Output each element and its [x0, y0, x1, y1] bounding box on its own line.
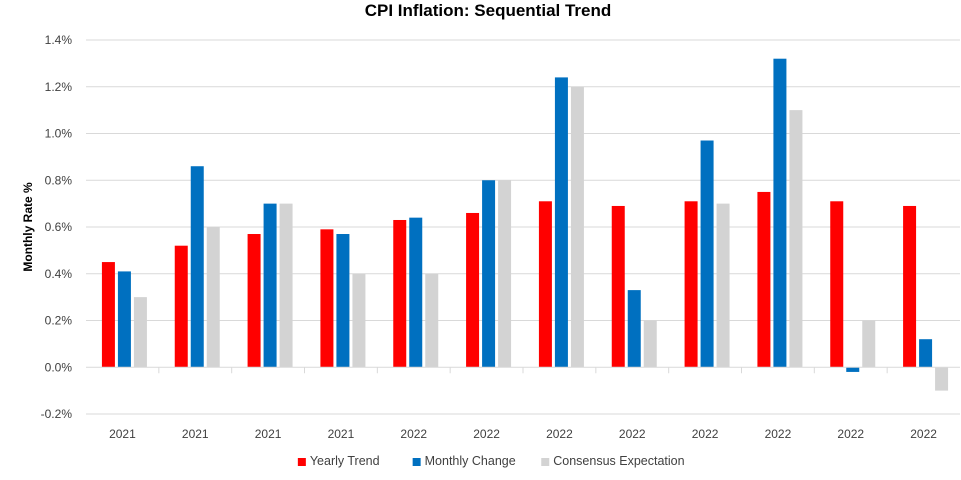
x-tick-label: 2021: [182, 427, 209, 441]
bar-consensus-expectation: [279, 203, 293, 368]
bar-consensus-expectation: [206, 227, 220, 368]
y-tick-label: 1.0%: [45, 127, 73, 141]
x-axis-ticks: 2021 2021 2021 2021 2022 2022 2022 2022 2022 2022…: [109, 427, 937, 441]
x-tick-label: 2022: [546, 427, 573, 441]
x-axis: [86, 366, 960, 374]
bar-monthly-change: [263, 203, 277, 368]
bar-yearly-trend: [757, 191, 771, 368]
chart-title: CPI Inflation: Sequential Trend: [365, 1, 612, 20]
bar-yearly-trend: [684, 201, 698, 368]
bar-monthly-change: [554, 77, 568, 368]
x-tick-label: 2022: [692, 427, 719, 441]
bar-monthly-change: [190, 166, 204, 368]
bar-monthly-change: [409, 217, 423, 368]
y-tick-label: 0.6%: [45, 220, 73, 234]
bars: [101, 58, 949, 391]
x-tick-label: 2021: [328, 427, 355, 441]
bar-consensus-expectation: [133, 297, 147, 368]
x-tick-label: 2022: [473, 427, 500, 441]
y-axis-ticks: -0.2% 0.0% 0.2% 0.4% 0.6% 0.8% 1.0% 1.2% 1.4%: [41, 33, 73, 421]
bar-yearly-trend: [320, 229, 334, 368]
legend-label-consensus-expectation: Consensus Expectation: [553, 454, 684, 468]
bar-yearly-trend: [393, 219, 407, 368]
bar-consensus-expectation: [498, 180, 512, 368]
bar-yearly-trend: [466, 212, 480, 368]
y-tick-label: 1.2%: [45, 80, 73, 94]
y-tick-label: 0.0%: [45, 360, 73, 374]
y-tick-label: -0.2%: [41, 407, 73, 421]
bar-monthly-change: [336, 234, 350, 368]
y-tick-label: 0.4%: [45, 267, 73, 281]
y-axis-label: Monthly Rate %: [21, 182, 35, 272]
bar-yearly-trend: [903, 205, 917, 368]
bar-consensus-expectation: [789, 110, 803, 368]
bar-consensus-expectation: [570, 86, 584, 368]
x-tick-label: 2022: [910, 427, 937, 441]
bar-yearly-trend: [174, 245, 188, 368]
y-tick-label: 1.4%: [45, 33, 73, 47]
bar-consensus-expectation: [935, 367, 949, 391]
bar-yearly-trend: [830, 201, 844, 368]
legend-swatch-yearly-trend: [297, 458, 306, 466]
x-tick-label: 2022: [400, 427, 427, 441]
y-tick-label: 0.2%: [45, 314, 73, 328]
y-tick-label: 0.8%: [45, 173, 73, 187]
bar-monthly-change: [627, 290, 641, 368]
legend-swatch-consensus-expectation: [541, 458, 550, 466]
bar-consensus-expectation: [425, 273, 439, 368]
bar-consensus-expectation: [716, 203, 730, 368]
x-tick-label: 2021: [255, 427, 282, 441]
legend-label-yearly-trend: Yearly Trend: [310, 454, 380, 468]
x-tick-label: 2022: [765, 427, 792, 441]
legend-swatch-monthly-change: [412, 458, 421, 466]
x-tick-label: 2022: [837, 427, 864, 441]
bar-yearly-trend: [611, 205, 625, 368]
bar-monthly-change: [773, 58, 787, 368]
x-tick-label: 2022: [619, 427, 646, 441]
bar-monthly-change: [846, 367, 860, 372]
bar-monthly-change: [117, 271, 131, 368]
bar-yearly-trend: [247, 234, 261, 368]
legend: Yearly Trend Monthly Change Consensus Expe…: [297, 454, 685, 468]
bar-yearly-trend: [538, 201, 552, 368]
bar-consensus-expectation: [862, 320, 876, 368]
bar-yearly-trend: [101, 262, 115, 368]
bar-monthly-change: [482, 180, 496, 368]
bar-monthly-change: [919, 339, 933, 368]
bar-monthly-change: [700, 140, 714, 368]
bar-consensus-expectation: [643, 320, 657, 368]
gridlines: [86, 39, 960, 415]
x-tick-label: 2021: [109, 427, 136, 441]
legend-label-monthly-change: Monthly Change: [425, 454, 516, 468]
bar-consensus-expectation: [352, 273, 366, 368]
